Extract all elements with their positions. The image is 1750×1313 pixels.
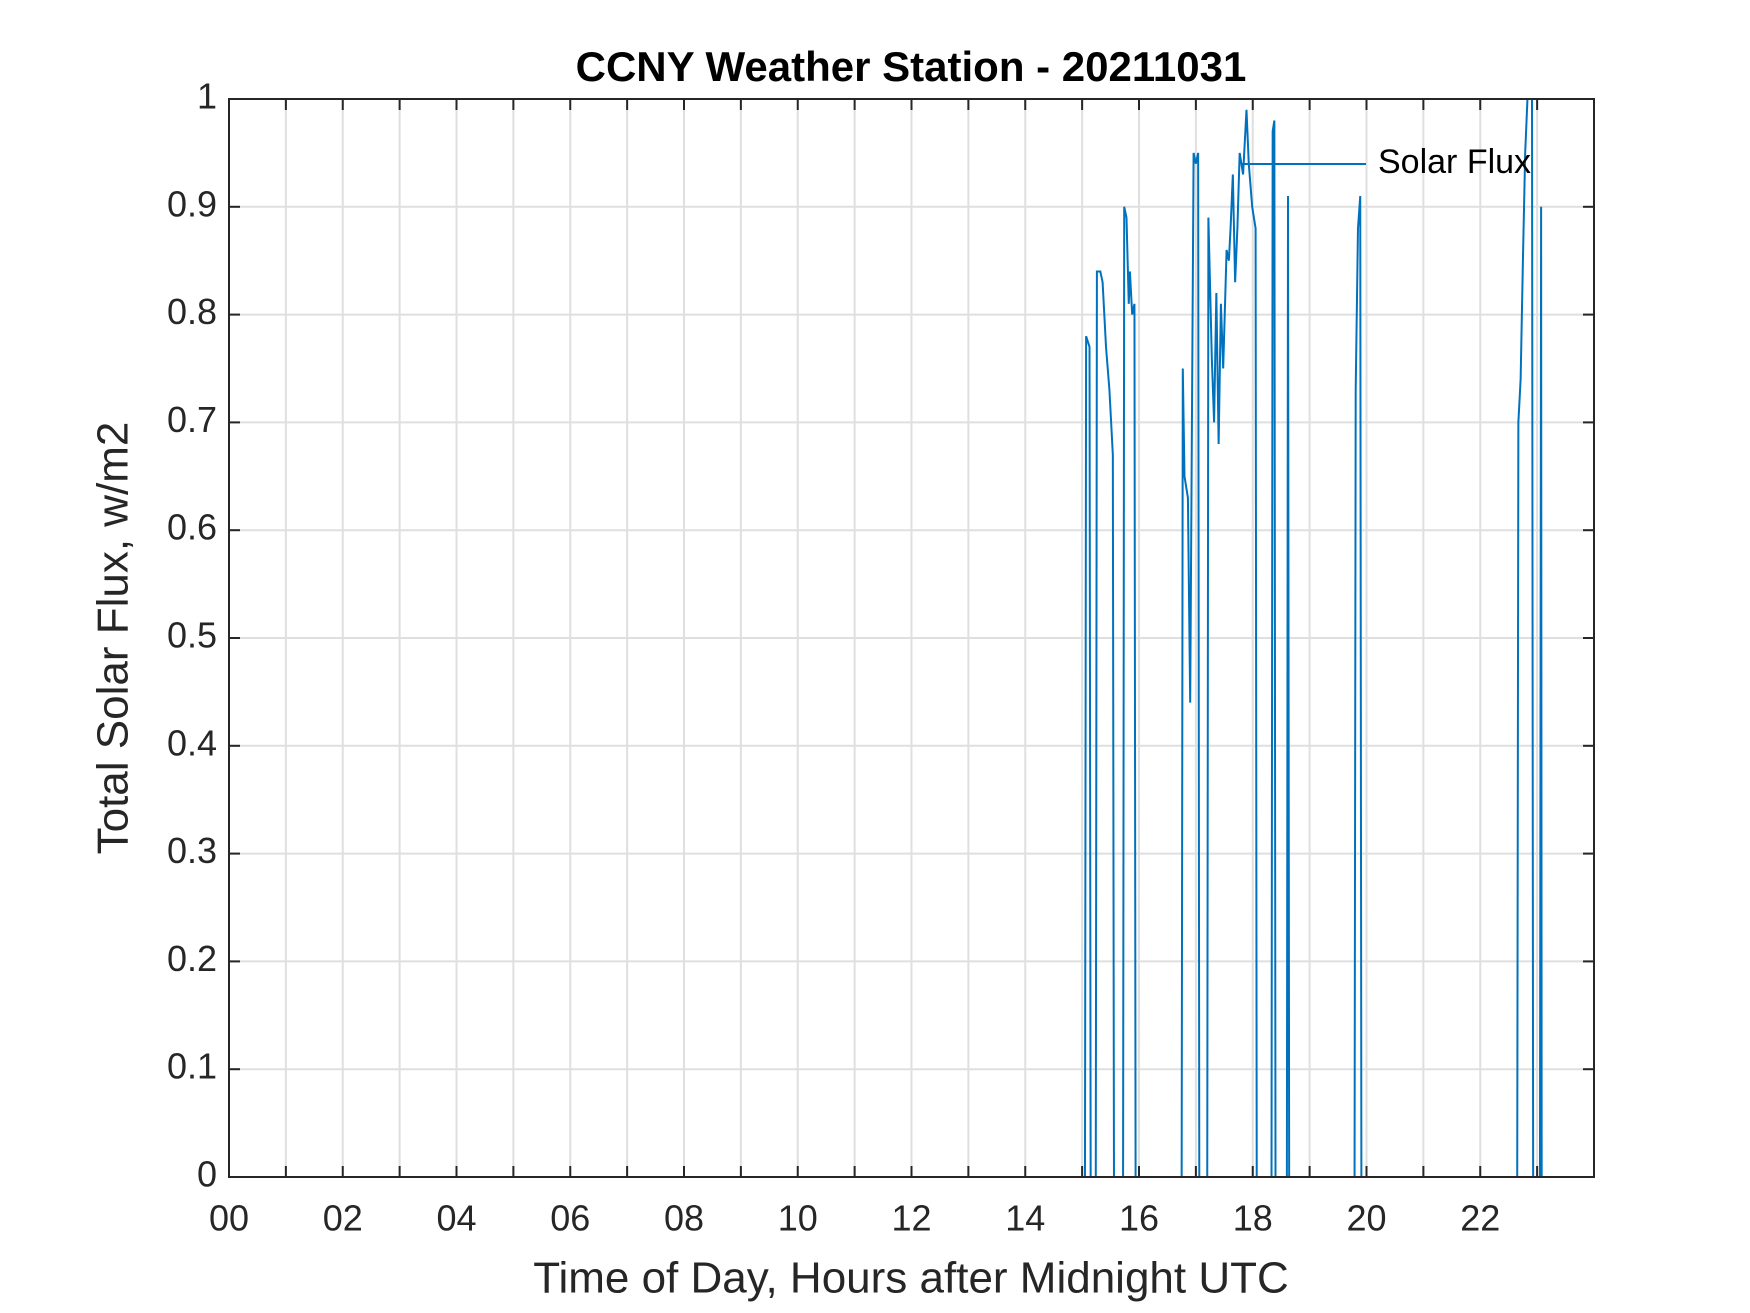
x-tick-label: 12 bbox=[891, 1198, 931, 1239]
x-tick-label: 02 bbox=[323, 1198, 363, 1239]
plot-frame bbox=[228, 98, 1595, 1178]
y-tick-label: 0.3 bbox=[167, 830, 217, 871]
y-tick-label: 0 bbox=[197, 1154, 217, 1195]
x-tick-label: 00 bbox=[209, 1198, 249, 1239]
y-axis-label: Total Solar Flux, w/m2 bbox=[89, 422, 138, 855]
y-tick-label: 0.7 bbox=[167, 399, 217, 440]
x-tick-label: 04 bbox=[436, 1198, 476, 1239]
y-tick-label: 0.5 bbox=[167, 615, 217, 656]
x-tick-label: 10 bbox=[778, 1198, 818, 1239]
x-tick-label: 20 bbox=[1346, 1198, 1386, 1239]
x-axis-label: Time of Day, Hours after Midnight UTC bbox=[533, 1254, 1289, 1303]
y-tick-label: 0.1 bbox=[167, 1046, 217, 1087]
y-tick-label: 0.6 bbox=[167, 507, 217, 548]
y-tick-label: 0.8 bbox=[167, 291, 217, 332]
y-tick-label: 1 bbox=[197, 76, 217, 117]
x-tick-label: 08 bbox=[664, 1198, 704, 1239]
data-line bbox=[229, 98, 1543, 1178]
y-tick-label: 0.4 bbox=[167, 722, 217, 763]
x-tick-label: 18 bbox=[1233, 1198, 1273, 1239]
y-tick-label: 0.9 bbox=[167, 183, 217, 224]
x-tick-label: 16 bbox=[1119, 1198, 1159, 1239]
chart-title: CCNY Weather Station - 20211031 bbox=[576, 43, 1247, 90]
x-tick-label: 22 bbox=[1460, 1198, 1500, 1239]
x-tick-label: 14 bbox=[1005, 1198, 1045, 1239]
legend-label: Solar Flux bbox=[1378, 143, 1531, 181]
y-tick-label: 0.2 bbox=[167, 938, 217, 979]
x-tick-label: 06 bbox=[550, 1198, 590, 1239]
